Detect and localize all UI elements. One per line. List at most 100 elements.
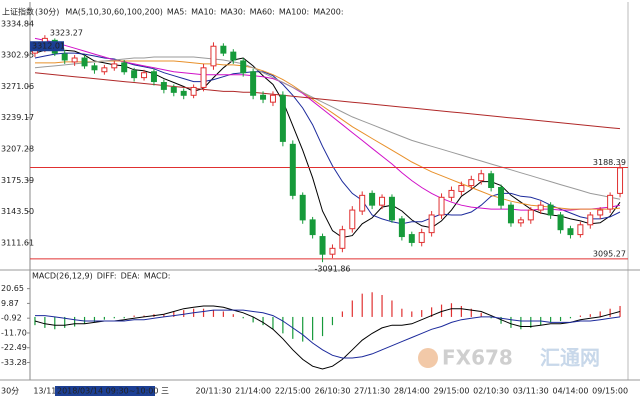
candle-body [379, 196, 386, 206]
candle-body [71, 57, 78, 63]
candle-body [111, 63, 118, 69]
legend-entry: MA5: [167, 8, 187, 17]
ma-label: MA(5,10,30,60,100,200) [65, 8, 163, 17]
candle-body [408, 234, 415, 243]
reference-label: 3095.27 [593, 249, 626, 258]
ma-line [34, 56, 621, 200]
candle-body [61, 53, 68, 61]
x-tick-label: 22/15:00 [275, 387, 311, 396]
macd-line [34, 305, 621, 370]
candle-body [81, 57, 88, 67]
crosshair-label: 2018/03/14 09:30~10:00 三 [57, 387, 169, 396]
candle-body [468, 179, 475, 187]
candle-body [269, 94, 276, 103]
candle-body [359, 194, 366, 212]
candle-body [131, 70, 138, 79]
ma-line [34, 37, 621, 211]
candle-body [617, 167, 624, 194]
candle-body [478, 173, 485, 182]
candle-body [607, 194, 614, 210]
candle-body [369, 192, 376, 206]
candle-body [567, 228, 574, 236]
candle-body [577, 224, 584, 236]
legend-entry: MA100: [279, 8, 309, 17]
candle-body [339, 229, 346, 249]
candle-body [150, 71, 157, 83]
macd-title: MACD(26,12,9) [32, 272, 93, 281]
x-tick-label: 02/10:30 [473, 387, 509, 396]
ma-line [34, 52, 621, 225]
candle-body [160, 82, 167, 90]
cursor-price: 3312.01 [32, 42, 65, 51]
low-label: -3091.86 [315, 265, 351, 274]
candle-body [200, 67, 207, 88]
y-tick-label: 3302.95 [1, 51, 34, 60]
candle-body [240, 60, 247, 74]
candle-body [180, 90, 187, 96]
candle-body [91, 65, 98, 71]
macd-line [35, 309, 621, 359]
legend-entry: MA10: [191, 8, 216, 17]
candle-body [279, 94, 286, 142]
y-tick-label: -33.28 [1, 358, 27, 367]
candle-body [250, 71, 257, 96]
legend-entry: MA30: [220, 8, 245, 17]
candle-body [547, 204, 554, 216]
y-tick-label: 3175.39 [1, 176, 34, 185]
x-tick-label: 13/11 [33, 387, 56, 396]
candle-body [438, 196, 445, 216]
y-tick-label: 3334.84 [1, 19, 34, 28]
x-tick-label: 28/14:00 [394, 387, 430, 396]
y-tick-label: 3111.61 [1, 238, 34, 247]
candle-body [299, 194, 306, 221]
y-tick-label: 20.65 [1, 284, 24, 293]
candle-body [587, 214, 594, 226]
candle-body [498, 187, 505, 206]
x-tick-label: 20/11:30 [195, 387, 231, 396]
reference-label: 3188.39 [593, 158, 626, 167]
x-tick-label: 09/15:00 [592, 387, 628, 396]
candle-body [507, 204, 514, 224]
candle-body [220, 45, 227, 54]
candle-body [448, 189, 455, 198]
y-tick-label: -22.49 [1, 343, 27, 352]
crosshair-box [55, 386, 155, 396]
y-tick-label: -0.92 [1, 314, 22, 323]
candle-body [458, 185, 465, 192]
x-tick-label: 26/10:30 [314, 387, 350, 396]
candle-body [289, 143, 296, 196]
candle-body [537, 204, 544, 211]
candle-body [527, 209, 534, 221]
watermark-brand: FX678 [442, 346, 513, 370]
watermark-site: 汇通网 [540, 346, 600, 370]
candle-body [488, 173, 495, 189]
y-tick-label: 3143.50 [1, 207, 34, 216]
candle-body [141, 72, 148, 79]
legend-entry: DEA: [121, 272, 140, 281]
x-tick-label: 04/14:00 [552, 387, 588, 396]
high-label: 3323.27 [50, 29, 83, 38]
candle-body [309, 219, 316, 236]
chart-subtitle: (30分) [35, 8, 59, 17]
ma-line [34, 72, 621, 130]
legend-entry: MA200: [313, 8, 343, 17]
ma-line [35, 60, 621, 210]
candle-body [230, 51, 237, 61]
x-tick-label: 21/14:00 [235, 387, 271, 396]
y-tick-label: 9.87 [1, 299, 19, 308]
y-tick-label: 3271.06 [1, 82, 34, 91]
chart-title: 上证指数 [2, 7, 34, 17]
y-tick-label: 3239.17 [1, 113, 34, 122]
x-tick-label: 27/11:30 [354, 387, 390, 396]
y-tick-label: -11.70 [1, 328, 27, 337]
candle-body [557, 214, 564, 231]
candle-body [121, 62, 128, 73]
candle-body [101, 67, 108, 73]
legend-entry: DIFF: [97, 272, 117, 281]
legend-entry: MA60: [250, 8, 275, 17]
x-tick-label: 03/11:30 [513, 387, 549, 396]
candle-body [398, 218, 405, 238]
candle-body [428, 214, 435, 234]
